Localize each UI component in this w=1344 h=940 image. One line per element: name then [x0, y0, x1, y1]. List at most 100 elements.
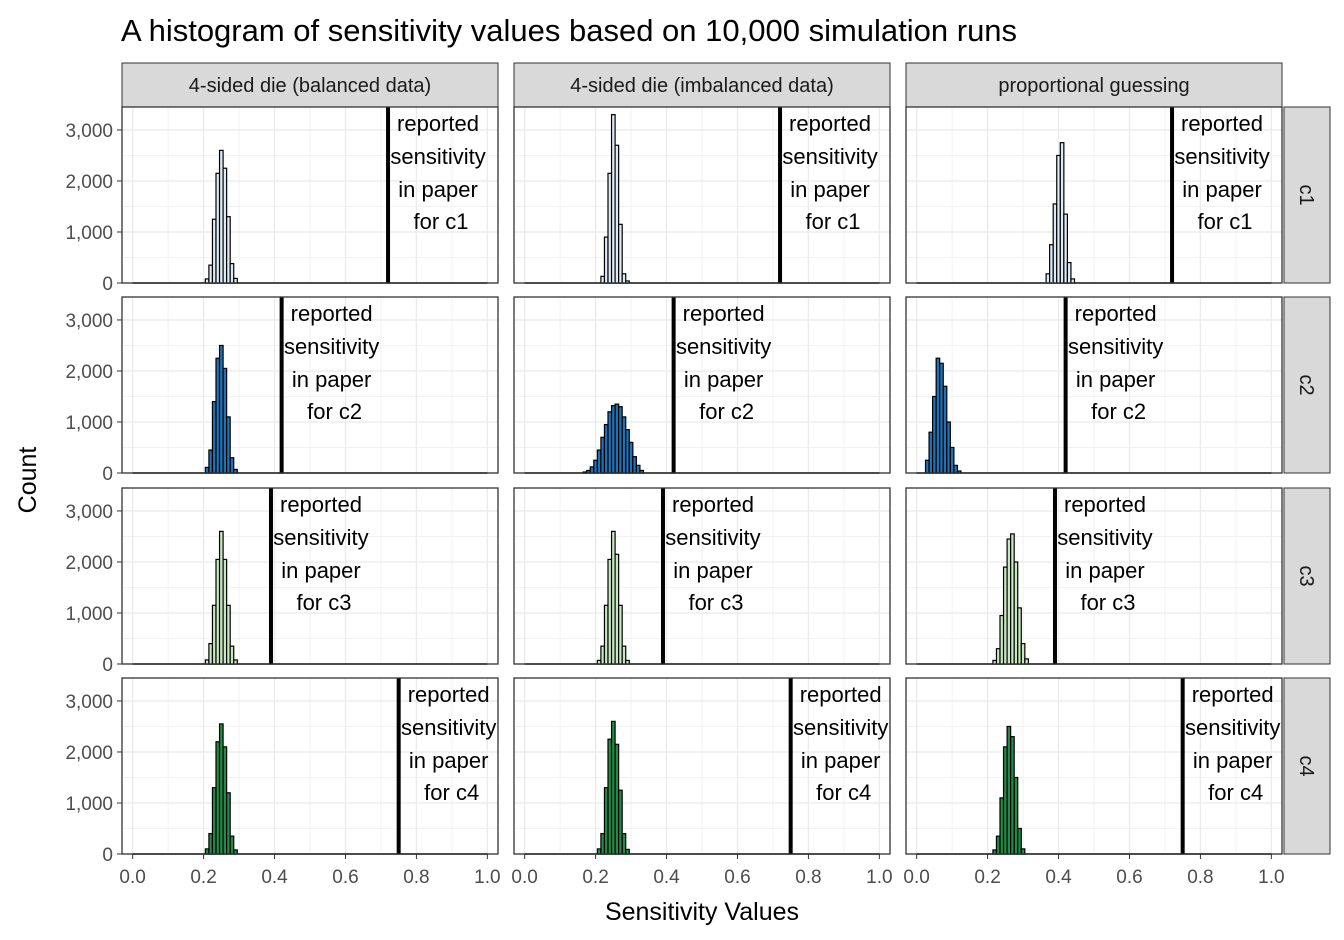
reported-sensitivity-annotation: sensitivity: [401, 715, 496, 740]
reported-sensitivity-annotation: in paper: [409, 748, 489, 773]
reported-sensitivity-annotation: sensitivity: [284, 334, 379, 359]
x-tick-label: 0.8: [1187, 867, 1213, 888]
reported-sensitivity-annotation: in paper: [673, 558, 753, 583]
y-tick-label: 3,000: [65, 311, 113, 332]
facet-panel: reported sensitivity in paper for c2: [905, 296, 1283, 474]
y-tick-label: 1,000: [65, 223, 113, 244]
x-tick-label: 0.8: [403, 867, 429, 888]
reported-sensitivity-annotation: reported: [672, 492, 754, 517]
y-tick-label: 2,000: [65, 743, 113, 764]
x-tick-label: 0.6: [332, 867, 358, 888]
row-strip: [1283, 487, 1331, 665]
histogram-bar: [1024, 658, 1029, 665]
x-tick-label: 0.4: [653, 867, 680, 888]
reported-sensitivity-annotation: in paper: [1193, 748, 1273, 773]
panel-border: [513, 106, 891, 284]
column-strip: [513, 62, 891, 108]
reported-sensitivity-annotation: for c4: [424, 780, 479, 805]
x-tick-label: 0.0: [903, 867, 929, 888]
x-tick-label: 0.2: [582, 867, 608, 888]
panel-border: [121, 106, 499, 284]
y-tick-label: 2,000: [65, 362, 113, 383]
reported-sensitivity-annotation: sensitivity: [1185, 715, 1280, 740]
reported-sensitivity-annotation: sensitivity: [390, 144, 485, 169]
panel-border: [513, 296, 891, 474]
y-tick-label: 0: [102, 274, 113, 295]
reported-sensitivity-annotation: sensitivity: [1174, 144, 1269, 169]
y-tick-label: 0: [102, 845, 113, 866]
x-axis-title: Sensitivity Values: [605, 898, 799, 926]
reported-sensitivity-annotation: sensitivity: [793, 715, 888, 740]
reported-sensitivity-annotation: reported: [280, 492, 362, 517]
row-strip-label: c1: [1295, 184, 1317, 205]
x-tick-label: 1.0: [866, 867, 892, 888]
reported-sensitivity-annotation: for c2: [1091, 399, 1146, 424]
reported-sensitivity-annotation: sensitivity: [273, 525, 368, 550]
x-tick-label: 0.8: [795, 867, 821, 888]
reported-sensitivity-annotation: in paper: [1076, 367, 1156, 392]
x-tick-label: 0.2: [974, 867, 1000, 888]
reported-sensitivity-annotation: for c2: [307, 399, 362, 424]
x-tick-label: 0.4: [1045, 867, 1072, 888]
panel-border: [121, 677, 499, 855]
reported-sensitivity-annotation: in paper: [281, 558, 361, 583]
panel-border: [513, 677, 891, 855]
facet-panel: reported sensitivity in paper for c4: [513, 677, 891, 855]
y-tick-label: 1,000: [65, 604, 113, 625]
y-tick-label: 0: [102, 655, 113, 676]
reported-sensitivity-annotation: reported: [789, 111, 871, 136]
reported-sensitivity-annotation: sensitivity: [1057, 525, 1152, 550]
x-tick-label: 0.0: [511, 867, 537, 888]
x-tick-label: 1.0: [474, 867, 500, 888]
y-tick-label: 0: [102, 464, 113, 485]
panel-border: [905, 487, 1283, 665]
panel-border: [121, 296, 499, 474]
column-strip-label: 4-sided die (balanced data): [189, 75, 431, 97]
y-tick-label: 2,000: [65, 553, 113, 574]
facet-panel: reported sensitivity in paper for c1: [905, 106, 1283, 284]
reported-sensitivity-annotation: in paper: [1182, 177, 1262, 202]
row-strip: [1283, 677, 1331, 855]
y-tick-label: 1,000: [65, 413, 113, 434]
reported-sensitivity-annotation: in paper: [790, 177, 870, 202]
reported-sensitivity-annotation: for c4: [1208, 780, 1263, 805]
reported-sensitivity-annotation: for c4: [816, 780, 871, 805]
reported-sensitivity-annotation: in paper: [801, 748, 881, 773]
reported-sensitivity-annotation: for c3: [688, 590, 743, 615]
reported-sensitivity-annotation: sensitivity: [1068, 334, 1163, 359]
reported-sensitivity-annotation: reported: [683, 301, 765, 326]
histogram-bar: [625, 848, 630, 855]
y-tick-label: 3,000: [65, 502, 113, 523]
y-tick-label: 2,000: [65, 172, 113, 193]
row-strip-label: c4: [1295, 755, 1317, 776]
facet-panel: reported sensitivity in paper for c3: [513, 487, 891, 665]
facet-panel: reported sensitivity in paper for c4: [121, 677, 499, 855]
reported-sensitivity-annotation: for c2: [699, 399, 754, 424]
row-strip-label: c2: [1295, 374, 1317, 395]
row-strip-label: c3: [1295, 565, 1317, 586]
reported-sensitivity-annotation: for c1: [806, 209, 861, 234]
chart-title: A histogram of sensitivity values based …: [121, 13, 1017, 48]
facet-panels: 4-sided die (balanced data) 4-sided die (…: [65, 62, 1331, 888]
facet-panel: reported sensitivity in paper for c4: [905, 677, 1283, 855]
reported-sensitivity-annotation: sensitivity: [676, 334, 771, 359]
panel-border: [121, 487, 499, 665]
panel-border: [905, 677, 1283, 855]
y-tick-label: 1,000: [65, 794, 113, 815]
reported-sensitivity-annotation: reported: [1181, 111, 1263, 136]
column-strip: [121, 62, 499, 108]
column-strip-label: proportional guessing: [998, 75, 1189, 97]
facet-panel: reported sensitivity in paper for c2: [121, 296, 499, 474]
x-tick-label: 0.6: [1116, 867, 1142, 888]
facet-panel: reported sensitivity in paper for c2: [513, 296, 891, 474]
reported-sensitivity-annotation: reported: [800, 682, 882, 707]
reported-sensitivity-annotation: for c1: [1198, 209, 1253, 234]
panel-border: [905, 296, 1283, 474]
x-tick-label: 0.0: [119, 867, 145, 888]
reported-sensitivity-annotation: reported: [1075, 301, 1157, 326]
reported-sensitivity-annotation: for c3: [296, 590, 351, 615]
row-strip: [1283, 296, 1331, 474]
x-tick-label: 0.2: [190, 867, 216, 888]
x-tick-label: 1.0: [1258, 867, 1284, 888]
x-tick-label: 0.4: [261, 867, 288, 888]
